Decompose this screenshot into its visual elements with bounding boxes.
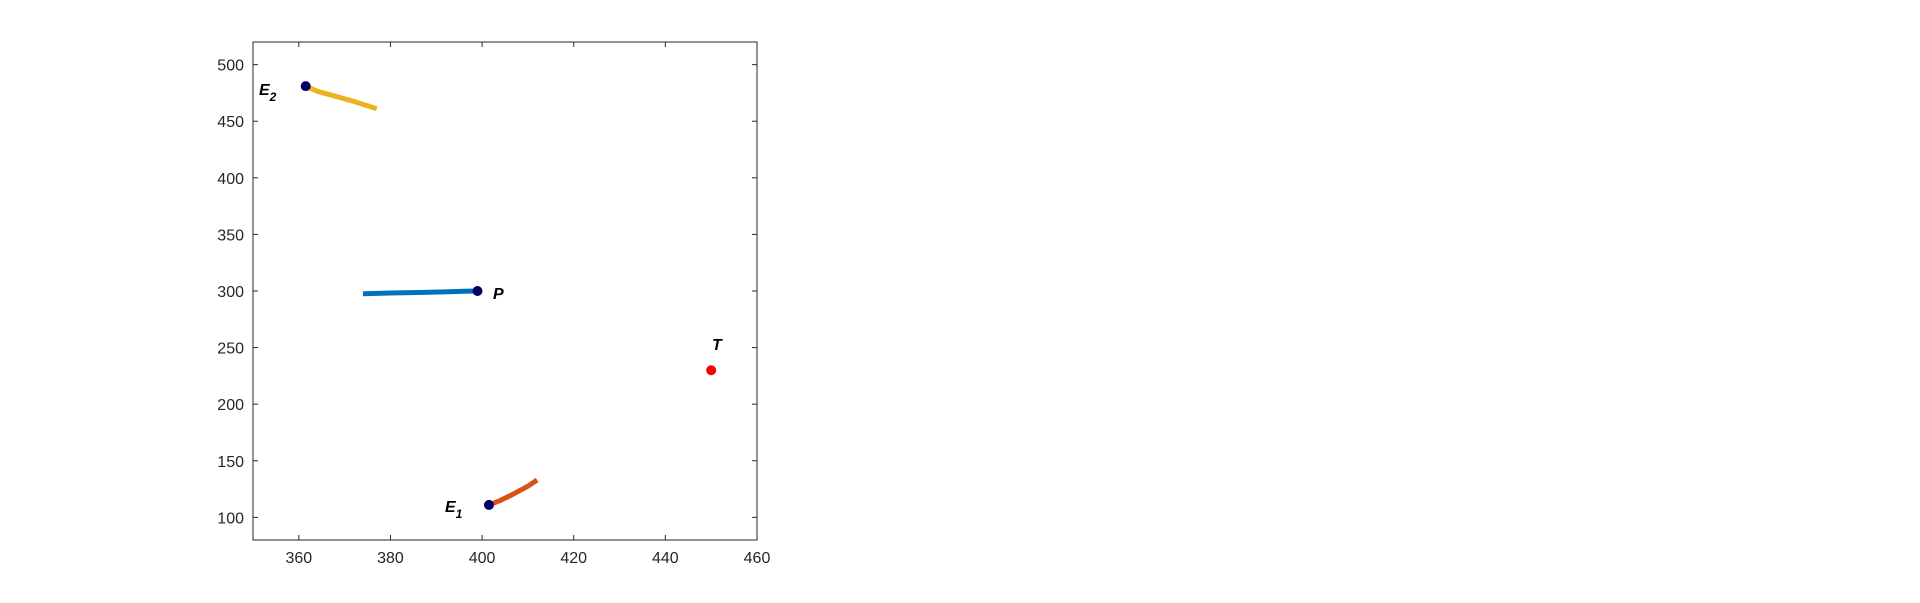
plot-area (252, 41, 758, 541)
x-tick-label: 440 (652, 550, 679, 567)
y-tick-label: 300 (217, 284, 244, 301)
y-tick-label: 400 (217, 171, 244, 188)
marker-p (472, 286, 483, 296)
series-layer (304, 83, 539, 508)
y-tick-label: 100 (217, 510, 244, 527)
axis-ticks: 360 380 400 420 440 460 100 150 200 250 300 350 400 4… (217, 42, 770, 567)
label-p: P (493, 286, 504, 303)
series-line-2 (488, 477, 539, 508)
y-tick-label: 200 (217, 397, 244, 414)
label-e2: E2 (259, 82, 277, 104)
label-t: T (712, 337, 723, 354)
x-tick-label: 380 (377, 550, 404, 567)
x-tick-label: 360 (285, 550, 312, 567)
x-tick-label: 420 (560, 550, 587, 567)
label-e1: E1 (445, 499, 463, 521)
y-tick-label: 250 (217, 341, 244, 358)
y-tick-label: 500 (217, 58, 244, 75)
y-tick-label: 150 (217, 454, 244, 471)
marker-e1 (483, 499, 494, 510)
series-line-3 (304, 83, 378, 112)
x-tick-label: 400 (469, 550, 496, 567)
series-line-1 (362, 288, 478, 297)
marker-t (706, 365, 717, 376)
x-tick-label: 460 (744, 550, 771, 567)
y-tick-label: 350 (217, 227, 244, 244)
y-tick-label: 450 (217, 114, 244, 131)
marker-e2 (300, 81, 311, 92)
marker-layer (300, 81, 717, 510)
